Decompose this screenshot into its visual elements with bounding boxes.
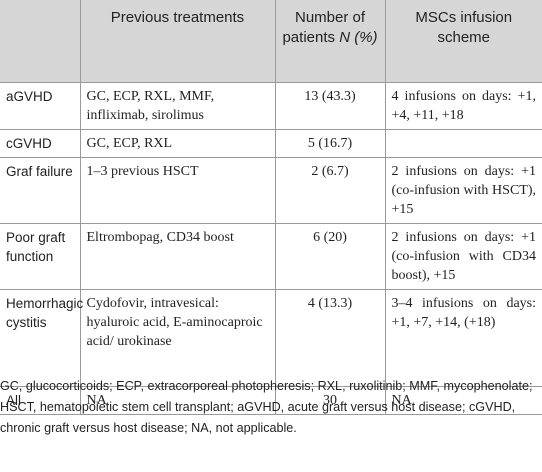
table-cell: 30 bbox=[274, 386, 386, 415]
table-row: Hemorrhagic cystitis Cydofovir, intravesi… bbox=[0, 289, 542, 387]
table-cell: 4 infusions on days: +1, +4, +11, +18 bbox=[384, 82, 542, 130]
table-cell: NA bbox=[79, 386, 276, 415]
table-cell: GC, ECP, RXL, MMF, infliximab, sirolimus bbox=[79, 82, 276, 130]
header-cell: Number of patients N (%) bbox=[274, 0, 386, 83]
header-cell: MSCs infusion scheme bbox=[384, 0, 542, 83]
header-cell bbox=[0, 0, 81, 83]
table-cell: 13 (43.3) bbox=[274, 82, 386, 130]
table-row: cGVHD GC, ECP, RXL 5 (16.7) bbox=[0, 129, 542, 158]
table-cell: Eltrombopag, CD34 boost bbox=[79, 223, 276, 290]
header-cell: Previous treatments bbox=[79, 0, 276, 83]
table-cell: 2 (6.7) bbox=[274, 157, 386, 224]
table-cell: All bbox=[0, 386, 81, 415]
table-row: Graf failure 1–3 previous HSCT 2 (6.7) 2 in… bbox=[0, 157, 542, 224]
table-cell: NA bbox=[384, 386, 542, 415]
table-cell: cGVHD bbox=[0, 129, 81, 158]
table-cell: 6 (20) bbox=[274, 223, 386, 290]
header-text: (%) bbox=[350, 29, 378, 46]
table-row: aGVHD GC, ECP, RXL, MMF, infliximab, siro… bbox=[0, 82, 542, 130]
table-cell: 3–4 infusions on days: +1, +7, +14, (+18… bbox=[384, 289, 542, 387]
table-cell: 5 (16.7) bbox=[274, 129, 386, 158]
table-cell: GC, ECP, RXL bbox=[79, 129, 276, 158]
data-table: Previous treatments Number of patients N… bbox=[0, 0, 542, 415]
table-cell: aGVHD bbox=[0, 82, 81, 130]
table-cell: Poor graft function bbox=[0, 223, 81, 290]
table-row: Poor graft function Eltrombopag, CD34 boo… bbox=[0, 223, 542, 290]
header-text: Number of patients bbox=[282, 9, 366, 46]
table-cell: 4 (13.3) bbox=[274, 289, 386, 387]
footnote: GC, glucocorticoids; ECP, extracorporeal… bbox=[0, 379, 533, 435]
table-cell bbox=[384, 129, 542, 158]
table-cell: 1–3 previous HSCT bbox=[79, 157, 276, 224]
header-row: Previous treatments Number of patients N… bbox=[0, 0, 542, 83]
table-cell: Graf failure bbox=[0, 157, 81, 224]
table-cell: Cydofovir, intravesical: hyaluroic acid,… bbox=[79, 289, 276, 387]
table-cell: 2 infusions on days: +1 (co-infusion wit… bbox=[384, 223, 542, 290]
table-cell: 2 infusions on days: +1 (co-infusion wit… bbox=[384, 157, 542, 224]
table-cell: Hemorrhagic cystitis bbox=[0, 289, 83, 387]
table-row: All NA 30 NA bbox=[0, 386, 542, 415]
header-text: N bbox=[339, 29, 351, 46]
